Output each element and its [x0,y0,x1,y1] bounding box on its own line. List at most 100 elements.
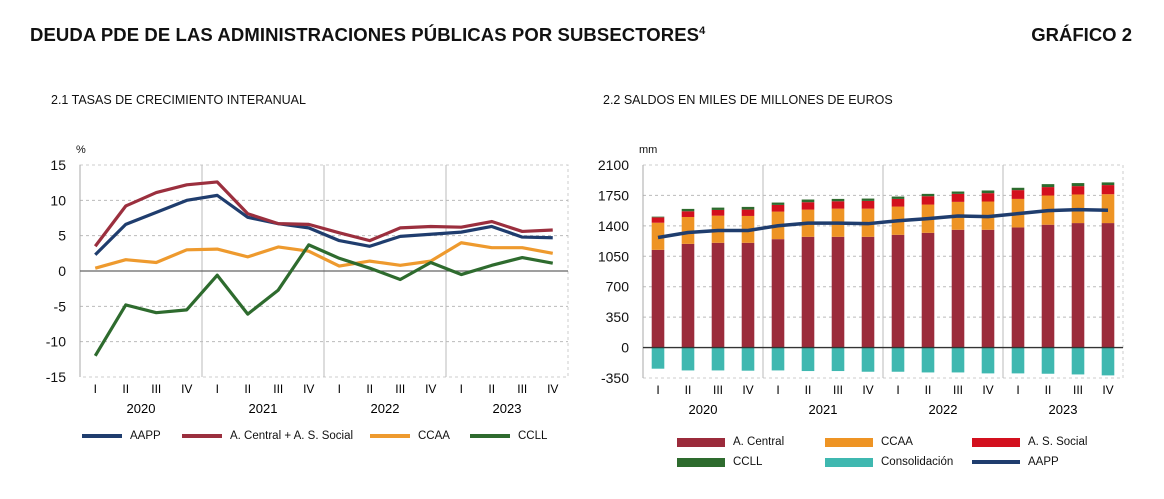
right-y-tick-label: 1750 [598,187,629,203]
bar-segment-a-s-social [831,201,845,209]
legend-swatch [677,457,725,467]
series-line-ccaa [94,241,554,270]
right-year-label: 2023 [1049,402,1078,417]
left-x-tick-label: IV [425,382,436,396]
bar-segment-consolidaci-n [891,347,905,372]
legend-item: Consolidación [825,456,953,468]
legend-item: CCLL [677,456,762,468]
legend-swatch [825,457,873,467]
bar-segment-a-central [891,234,905,348]
bar-segment-ccll [1071,183,1085,187]
right-y-unit: mm [639,144,657,156]
title-text: DEUDA PDE DE LAS ADMINISTRACIONES PÚBLIC… [30,24,700,45]
left-year-label: 2020 [127,401,156,416]
bar-segment-a-central [651,249,665,348]
bar-segment-a-central [711,242,725,348]
right-x-tick-label: IV [1102,383,1113,397]
legend-line-swatch [182,434,222,438]
left-x-tick-label: III [517,382,527,396]
legend-label: CCAA [418,430,450,442]
legend-item: A. S. Social [972,436,1087,448]
right-y-tick-label: 0 [621,340,629,356]
left-year-label: 2021 [249,401,278,416]
legend-line-swatch [82,434,122,438]
legend-label: CCLL [733,456,763,468]
bar-segment-a-s-social [771,204,785,212]
bar-segment-ccll [1101,182,1115,186]
figure-number: GRÁFICO 2 [1031,24,1132,45]
bar-segment-a-s-social [1011,190,1025,199]
legend-line-swatch [470,434,510,438]
bar-segment-ccll [981,190,995,194]
right-x-tick-label: I [776,383,779,397]
left-year-label: 2022 [371,401,400,416]
bar-segment-a-s-social [981,193,995,202]
bar-segment-ccll [711,207,725,210]
bar-segment-a-s-social [1101,185,1115,195]
legend-line-swatch [370,434,410,438]
right-x-tick-label: I [1016,383,1019,397]
bar-segment-consolidaci-n [801,347,815,372]
left-x-tick-label: IV [303,382,314,396]
bar-segment-consolidaci-n [1041,347,1055,374]
right-x-tick-label: IV [982,383,993,397]
legend-label: CCAA [881,436,913,448]
series-line-aapp [94,193,553,256]
bar-segment-ccll [771,202,785,205]
bar-segment-a-central [681,243,695,348]
bar-segment-ccll [741,206,755,210]
bar-segment-a-central [741,242,755,348]
left-x-tick-label: II [366,382,373,396]
right-x-tick-label: IV [862,383,873,397]
bar-segment-a-s-social [741,209,755,216]
bar-segment-consolidaci-n [831,347,845,372]
right-year-label: 2021 [809,402,838,417]
right-x-tick-label: I [656,383,659,397]
legend-item: CCAA [825,436,913,448]
legend-item: A. Central [677,436,784,448]
bar-segment-a-s-social [651,217,665,223]
legend-item: AAPP [972,456,1059,468]
legend-item: CCAA [370,430,450,442]
left-x-tick-label: II [488,382,495,396]
left-year-label: 2023 [493,401,522,416]
right-y-tick-label: 2100 [598,157,629,173]
bar-segment-consolidaci-n [981,347,995,374]
left-x-tick-label: I [94,382,97,396]
bar-segment-a-s-social [1041,187,1055,196]
legend-label: A. Central [733,436,785,448]
bar-segment-a-central [1071,223,1085,348]
bar-segment-consolidaci-n [1011,347,1025,374]
legend-item: CCLL [470,430,547,442]
bar-segment-a-s-social [951,193,965,202]
bar-segment-consolidaci-n [951,347,965,373]
left-x-tick-label: III [395,382,405,396]
bar-segment-ccll [861,198,875,201]
bar-segment-a-central [1041,224,1055,348]
right-y-tick-label: -350 [601,370,629,386]
left-x-tick-label: I [338,382,341,396]
legend-swatch [972,460,1020,464]
left-y-tick-label: 10 [50,192,66,208]
right-x-tick-label: II [1045,383,1052,397]
bar-segment-consolidaci-n [681,347,695,371]
right-x-tick-label: III [1073,383,1083,397]
series-line-ccll [93,243,554,357]
bar-segment-a-central [921,232,935,348]
legend-label: A. S. Social [1028,436,1088,448]
bar-segment-a-s-social [681,211,695,217]
bar-segment-consolidaci-n [771,347,785,371]
legend-swatch [677,437,725,447]
left-y-tick-label: -10 [46,334,66,350]
bar-segment-consolidaci-n [921,347,935,373]
left-x-tick-label: II [122,382,129,396]
bar-segment-a-s-social [861,200,875,209]
left-x-tick-label: I [460,382,463,396]
left-x-tick-label: II [244,382,251,396]
bar-segment-a-central [861,236,875,348]
title-footnote: 4 [699,24,706,37]
legend-label: CCLL [518,430,548,442]
right-year-label: 2020 [689,402,718,417]
bar-segment-a-s-social [891,198,905,207]
